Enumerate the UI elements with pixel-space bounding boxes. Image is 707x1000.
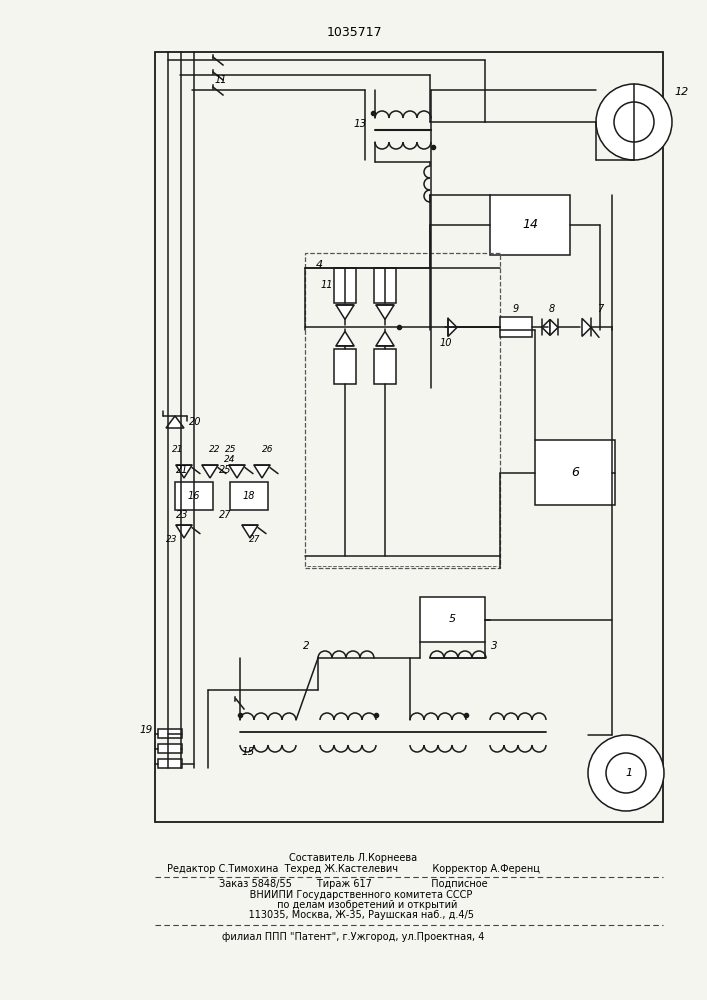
Polygon shape <box>202 465 218 478</box>
Polygon shape <box>376 305 394 319</box>
Polygon shape <box>448 318 457 336</box>
Bar <box>535 440 615 505</box>
Text: филиал ППП "Патент", г.Ужгород, ул.Проектная, 4: филиал ППП "Патент", г.Ужгород, ул.Проек… <box>222 932 485 942</box>
Bar <box>158 729 182 738</box>
Text: по делам изобретений и открытий: по делам изобретений и открытий <box>250 900 457 910</box>
Text: 11: 11 <box>321 280 333 290</box>
Bar <box>490 195 570 255</box>
Polygon shape <box>542 319 550 335</box>
Circle shape <box>614 102 654 142</box>
Text: 26: 26 <box>262 446 274 454</box>
Text: 22: 22 <box>209 446 221 454</box>
Text: 9: 9 <box>513 304 519 314</box>
Text: 21: 21 <box>176 465 188 475</box>
Text: 113035, Москва, Ж-35, Раушская наб., д.4/5: 113035, Москва, Ж-35, Раушская наб., д.4… <box>233 910 474 920</box>
Bar <box>334 268 356 303</box>
Polygon shape <box>176 525 192 538</box>
Circle shape <box>588 735 664 811</box>
Text: 25: 25 <box>226 446 237 454</box>
Polygon shape <box>336 305 354 319</box>
Text: 16: 16 <box>188 491 200 501</box>
Text: Заказ 5848/55        Тираж 617                   Подписное: Заказ 5848/55 Тираж 617 Подписное <box>219 879 488 889</box>
Text: 14: 14 <box>522 219 538 232</box>
Text: 27: 27 <box>250 536 261 544</box>
Text: 23: 23 <box>176 510 188 520</box>
Text: 20: 20 <box>189 417 201 427</box>
Text: 4: 4 <box>315 260 322 270</box>
Bar <box>155 52 663 822</box>
Circle shape <box>606 753 646 793</box>
Bar <box>158 744 182 753</box>
Text: 27: 27 <box>218 510 231 520</box>
Polygon shape <box>336 331 354 346</box>
Bar <box>305 253 500 568</box>
Polygon shape <box>242 525 258 538</box>
Text: 1: 1 <box>626 768 633 778</box>
Text: 1035717: 1035717 <box>326 25 382 38</box>
Bar <box>230 482 268 510</box>
Text: 5: 5 <box>449 614 456 624</box>
Text: ВНИИПИ Государственного комитета СССР: ВНИИПИ Государственного комитета СССР <box>234 890 473 900</box>
Text: 13: 13 <box>354 119 367 129</box>
Text: 10: 10 <box>440 338 452 348</box>
Text: 11: 11 <box>215 75 227 85</box>
Polygon shape <box>254 465 270 478</box>
Text: 21: 21 <box>173 446 184 454</box>
Bar <box>175 482 213 510</box>
Text: 23: 23 <box>166 536 177 544</box>
Text: 18: 18 <box>243 491 255 501</box>
Text: Составитель Л.Корнеева: Составитель Л.Корнеева <box>289 853 418 863</box>
Bar <box>374 268 396 303</box>
Circle shape <box>596 84 672 160</box>
Bar <box>500 317 532 337</box>
Polygon shape <box>376 331 394 346</box>
Text: 7: 7 <box>597 304 603 314</box>
Polygon shape <box>582 318 591 336</box>
Text: 19: 19 <box>140 725 153 735</box>
Text: 12: 12 <box>675 87 689 97</box>
Text: Редактор С.Тимохина  Техред Ж.Кастелевич           Корректор А.Ференц: Редактор С.Тимохина Техред Ж.Кастелевич … <box>167 864 540 874</box>
Polygon shape <box>166 416 184 428</box>
Text: 15: 15 <box>241 747 255 757</box>
Bar <box>158 759 182 768</box>
Text: 3: 3 <box>491 641 497 651</box>
Polygon shape <box>176 465 192 478</box>
Text: 6: 6 <box>571 466 579 479</box>
Text: 8: 8 <box>549 304 555 314</box>
Bar <box>420 597 485 642</box>
Text: 24: 24 <box>224 456 235 464</box>
Text: 25: 25 <box>218 465 231 475</box>
Polygon shape <box>229 465 245 478</box>
Bar <box>374 349 396 384</box>
Text: 2: 2 <box>303 641 309 651</box>
Bar <box>334 349 356 384</box>
Polygon shape <box>550 319 558 335</box>
